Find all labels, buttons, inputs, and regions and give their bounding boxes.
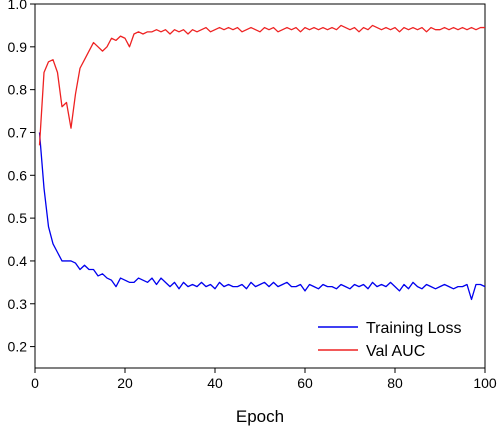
y-axis-ticks: 0.2 0.3 0.4 0.5 0.6 0.7 0.8 0.9 1.0 [8, 0, 35, 355]
x-tick-label: 80 [387, 375, 403, 391]
y-tick-label: 0.8 [8, 82, 28, 98]
y-tick-label: 0.2 [8, 339, 28, 355]
x-tick-label: 40 [207, 375, 223, 391]
legend-label-val-auc: Val AUC [366, 343, 425, 360]
legend: Training Loss Val AUC [318, 320, 461, 360]
x-tick-label: 20 [117, 375, 133, 391]
y-tick-label: 0.4 [8, 253, 28, 269]
x-axis-title: Epoch [236, 407, 284, 426]
plot-area [34, 3, 486, 369]
legend-label-training-loss: Training Loss [366, 320, 461, 337]
x-tick-label: 0 [31, 375, 39, 391]
x-tick-label: 60 [297, 375, 313, 391]
series-line-val-auc [38, 24, 485, 146]
series-line-training-loss [38, 132, 486, 301]
y-tick-label: 0.7 [8, 124, 28, 140]
y-tick-label: 0.5 [8, 210, 28, 226]
y-tick-label: 0.6 [8, 167, 28, 183]
x-tick-label: 100 [473, 375, 497, 391]
x-axis-ticks: 0 20 40 60 80 100 [31, 368, 497, 391]
series-layer [38, 24, 486, 301]
y-tick-label: 1.0 [8, 0, 28, 12]
y-tick-label: 0.9 [8, 39, 28, 55]
y-tick-label: 0.3 [8, 296, 28, 312]
